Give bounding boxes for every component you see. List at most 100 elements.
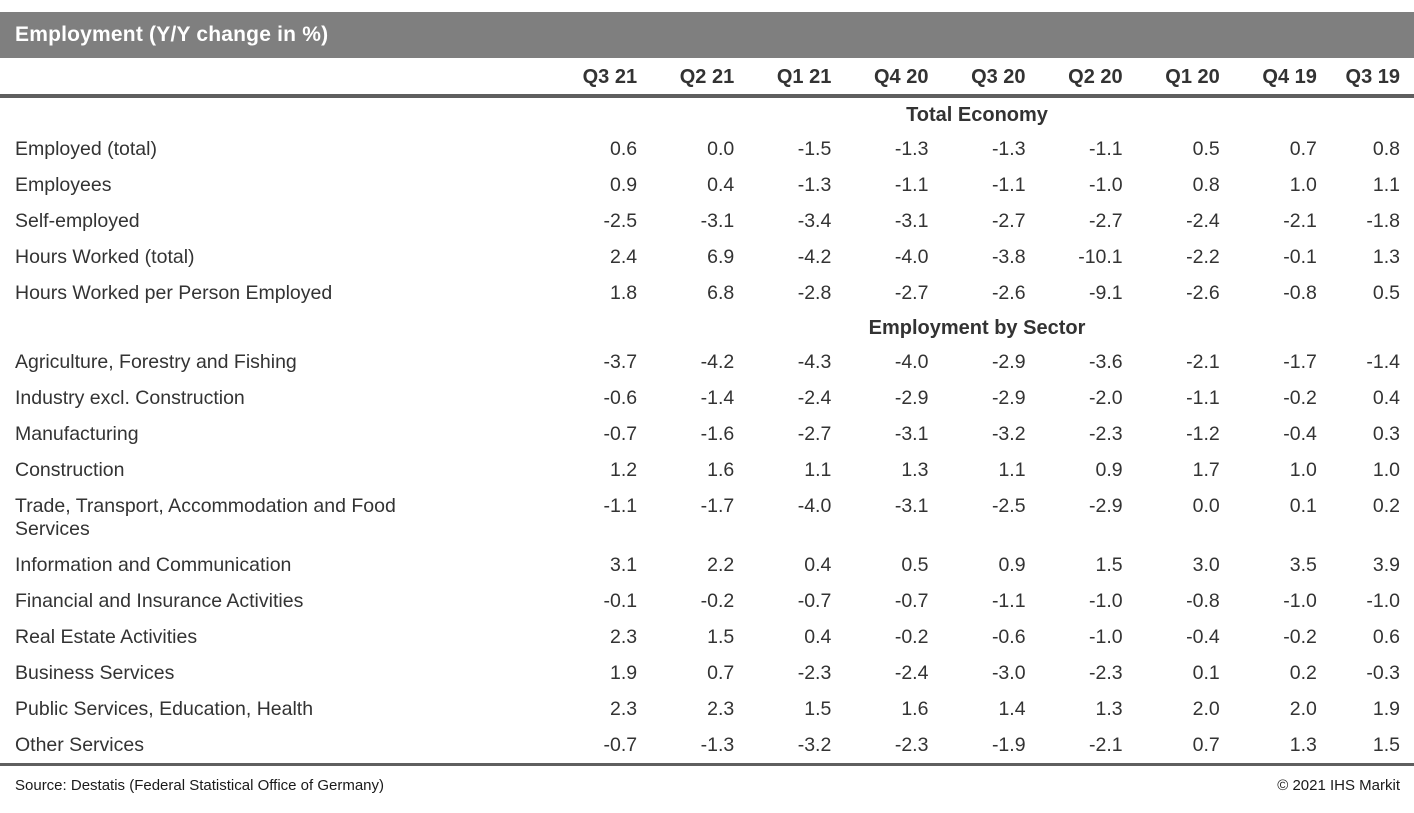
cell-value: -0.2 bbox=[894, 626, 929, 648]
figure-footer: Source: Destatis (Federal Statistical Of… bbox=[0, 766, 1414, 794]
row-label-text: Employed (total) bbox=[15, 138, 157, 160]
row-label-text: Agriculture, Forestry and Fishing bbox=[15, 351, 297, 373]
row-label-text: Manufacturing bbox=[15, 423, 139, 445]
row-label: Financial and Insurance Activities bbox=[0, 583, 540, 619]
column-header-q2-21: Q2 21 bbox=[637, 58, 735, 98]
cell-value: -0.4 bbox=[1283, 423, 1317, 445]
table-row: Trade, Transport, Accommodation and Food… bbox=[0, 488, 1414, 547]
cell-value: -0.7 bbox=[603, 423, 638, 445]
cell-value: -1.0 bbox=[1366, 590, 1400, 612]
cell-value: -1.0 bbox=[1089, 174, 1123, 196]
table-row: Self-employed -2.5 -3.1 -3.4 -3.1 -2.7 -2.7 -2.… bbox=[0, 203, 1414, 239]
row-label: Hours Worked per Person Employed bbox=[0, 275, 540, 311]
cell-value: 0.9 bbox=[1095, 459, 1123, 481]
row-label: Trade, Transport, Accommodation and Food… bbox=[0, 488, 540, 547]
cell-value: 1.5 bbox=[1095, 554, 1123, 576]
section-header-row: Employment by Sector bbox=[0, 311, 1414, 344]
cell-value: 6.9 bbox=[707, 246, 735, 268]
cell-value: 2.3 bbox=[610, 626, 638, 648]
cell-value: -0.2 bbox=[700, 590, 735, 612]
cell-value: 1.5 bbox=[1372, 734, 1400, 756]
cell-value: 3.1 bbox=[610, 554, 638, 576]
row-label: Industry excl. Construction bbox=[0, 380, 540, 416]
column-header-row: Q3 21 Q2 21 Q1 21 Q4 20 Q3 20 Q2 20 Q1 20 Q4 19… bbox=[0, 58, 1414, 98]
cell-value: 0.1 bbox=[1289, 495, 1317, 517]
cell-value: -0.1 bbox=[1283, 246, 1317, 268]
cell-value: 0.4 bbox=[804, 626, 832, 648]
cell-value: -0.6 bbox=[603, 387, 638, 409]
cell-value: 0.0 bbox=[707, 138, 735, 160]
row-label: Public Services, Education, Health bbox=[0, 691, 540, 727]
cell-value: -1.1 bbox=[991, 590, 1026, 612]
cell-value: 2.3 bbox=[610, 698, 638, 720]
cell-value: 2.2 bbox=[707, 554, 735, 576]
cell-value: -1.1 bbox=[894, 174, 929, 196]
row-label-text: Business Services bbox=[15, 662, 175, 684]
section-header: Total Economy bbox=[906, 104, 1048, 126]
cell-value: -3.7 bbox=[603, 351, 638, 373]
section-header: Employment by Sector bbox=[868, 317, 1086, 339]
cell-value: 1.5 bbox=[804, 698, 832, 720]
row-label: Employed (total) bbox=[0, 131, 540, 167]
cell-value: 0.7 bbox=[1289, 138, 1317, 160]
cell-value: -2.3 bbox=[894, 734, 929, 756]
table-row: Hours Worked (total) 2.4 6.9 -4.2 -4.0 -3.8 -1… bbox=[0, 239, 1414, 275]
cell-value: -1.0 bbox=[1283, 590, 1317, 612]
cell-value: 1.0 bbox=[1289, 459, 1317, 481]
cell-value: -2.9 bbox=[894, 387, 929, 409]
cell-value: 1.1 bbox=[1372, 174, 1400, 196]
cell-value: 0.2 bbox=[1289, 662, 1317, 684]
cell-value: -0.4 bbox=[1186, 626, 1220, 648]
cell-value: -1.1 bbox=[603, 495, 638, 517]
cell-value: -1.0 bbox=[1089, 626, 1123, 648]
cell-value: 0.0 bbox=[1192, 495, 1220, 517]
cell-value: -2.4 bbox=[797, 387, 832, 409]
cell-value: -0.8 bbox=[1283, 282, 1317, 304]
cell-value: -1.7 bbox=[700, 495, 735, 517]
cell-value: 1.1 bbox=[998, 459, 1026, 481]
cell-value: 0.6 bbox=[1372, 626, 1400, 648]
cell-value: -1.3 bbox=[894, 138, 929, 160]
cell-value: 1.7 bbox=[1192, 459, 1220, 481]
cell-value: -4.0 bbox=[894, 246, 929, 268]
cell-value: -2.5 bbox=[603, 210, 638, 232]
column-header-q4-20: Q4 20 bbox=[831, 58, 929, 98]
column-header-q1-20: Q1 20 bbox=[1122, 58, 1220, 98]
cell-value: -10.1 bbox=[1078, 246, 1123, 268]
cell-value: -3.8 bbox=[991, 246, 1026, 268]
column-header-q1-21: Q1 21 bbox=[734, 58, 832, 98]
row-label: Information and Communication bbox=[0, 547, 540, 583]
table-row: Construction 1.2 1.6 1.1 1.3 1.1 0.9 1.7 1.0 1.0 bbox=[0, 452, 1414, 488]
cell-value: -1.3 bbox=[991, 138, 1026, 160]
cell-value: 0.7 bbox=[707, 662, 735, 684]
cell-value: -1.7 bbox=[1283, 351, 1317, 373]
cell-value: 0.5 bbox=[1192, 138, 1220, 160]
table-row: Financial and Insurance Activities -0.1 -0… bbox=[0, 583, 1414, 619]
cell-value: -3.6 bbox=[1089, 351, 1123, 373]
row-label-text: Industry excl. Construction bbox=[15, 387, 245, 409]
cell-value: -1.2 bbox=[1186, 423, 1220, 445]
row-label-text: Trade, Transport, Accommodation and Food… bbox=[15, 495, 396, 540]
cell-value: 2.0 bbox=[1289, 698, 1317, 720]
cell-value: 1.9 bbox=[610, 662, 638, 684]
cell-value: 1.3 bbox=[1372, 246, 1400, 268]
cell-value: -0.8 bbox=[1186, 590, 1220, 612]
cell-value: -2.7 bbox=[797, 423, 832, 445]
cell-value: -3.4 bbox=[797, 210, 832, 232]
cell-value: 2.0 bbox=[1192, 698, 1220, 720]
row-label-text: Hours Worked per Person Employed bbox=[15, 282, 333, 304]
row-label: Real Estate Activities bbox=[0, 619, 540, 655]
column-header-q3-19: Q3 19 bbox=[1316, 58, 1414, 98]
table-row: Business Services 1.9 0.7 -2.3 -2.4 -3.0 -2.3 0… bbox=[0, 655, 1414, 691]
cell-value: -2.3 bbox=[797, 662, 832, 684]
cell-value: 3.0 bbox=[1192, 554, 1220, 576]
cell-value: 2.4 bbox=[610, 246, 638, 268]
cell-value: -4.2 bbox=[797, 246, 832, 268]
table-row: Agriculture, Forestry and Fishing -3.7 -4.… bbox=[0, 344, 1414, 380]
cell-value: 3.5 bbox=[1289, 554, 1317, 576]
cell-value: -1.4 bbox=[1366, 351, 1400, 373]
cell-value: -2.7 bbox=[991, 210, 1026, 232]
cell-value: -2.2 bbox=[1186, 246, 1220, 268]
cell-value: -2.0 bbox=[1089, 387, 1123, 409]
cell-value: -2.8 bbox=[797, 282, 832, 304]
